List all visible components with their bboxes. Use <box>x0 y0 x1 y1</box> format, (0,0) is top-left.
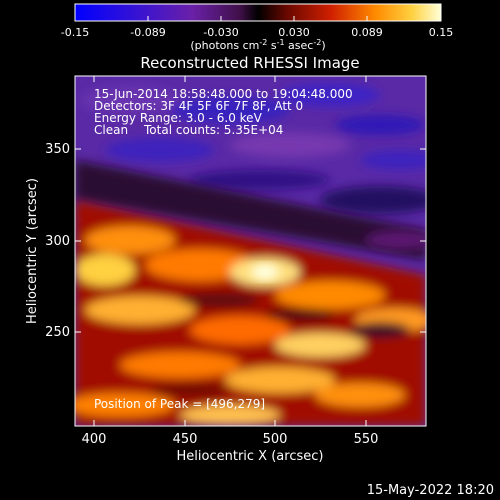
info-energy-range: Energy Range: 3.0 - 6.0 keV <box>94 111 263 125</box>
plot-frame <box>74 75 427 427</box>
info-time-range: 15-Jun-2014 18:58:48.000 to 19:04:48.000 <box>94 87 353 101</box>
info-clean: Clean <box>94 123 128 137</box>
y-axis-ticks <box>75 148 426 333</box>
colorbar-units: (photons cm-2 s-1 asec-2) <box>190 38 325 52</box>
x-tick-label: 550 <box>354 432 379 447</box>
colorbar-tick-label: 0.15 <box>429 26 454 39</box>
info-total-counts: Total counts: 5.35E+04 <box>143 123 283 137</box>
y-tick-label: 300 <box>45 234 70 249</box>
x-tick-label: 500 <box>263 432 288 447</box>
colorbar-tick-label: 0.089 <box>351 26 383 39</box>
colorbar-tick-label: -0.030 <box>203 26 238 39</box>
colorbar-tick-label: 0.030 <box>278 26 310 39</box>
info-detectors: Detectors: 3F 4F 5F 6F 7F 8F, Att 0 <box>94 99 303 113</box>
colorbar-tick-marks <box>74 16 442 21</box>
colorbar-tick-label: -0.089 <box>130 26 165 39</box>
y-tick-label: 350 <box>45 142 70 157</box>
colorbar-tick-label: -0.15 <box>61 26 89 39</box>
x-axis-ticks <box>93 76 367 426</box>
x-tick-label: 400 <box>82 432 107 447</box>
x-tick-label: 450 <box>173 432 198 447</box>
rhessi-image <box>75 76 426 426</box>
y-tick-label: 250 <box>45 325 70 340</box>
colorbar <box>74 3 442 22</box>
plot-timestamp: 15-May-2022 18:20 <box>367 483 494 498</box>
peak-position: Position of Peak = [496,279] <box>94 397 265 411</box>
plot-title: Reconstructed RHESSI Image <box>140 54 359 72</box>
x-axis-label: Heliocentric X (arcsec) <box>177 449 324 464</box>
y-axis-label: Heliocentric Y (arcsec) <box>25 178 40 324</box>
